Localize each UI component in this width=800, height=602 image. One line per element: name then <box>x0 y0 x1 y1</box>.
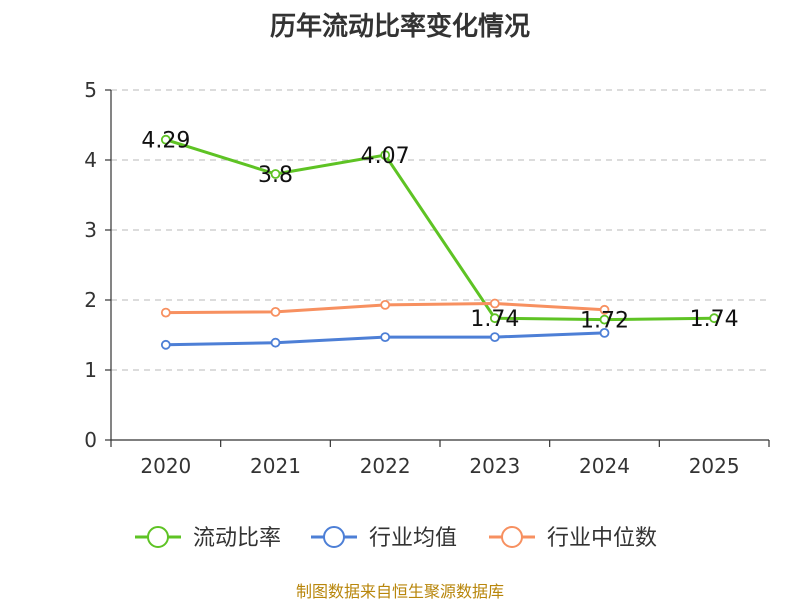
data-point <box>270 306 281 317</box>
data-point <box>709 313 720 324</box>
y-tick-label: 4 <box>84 148 97 172</box>
x-tick-label: 2024 <box>579 454 630 478</box>
chart-title: 历年流动比率变化情况 <box>269 12 530 42</box>
data-point <box>599 327 610 338</box>
series-lines <box>160 134 720 350</box>
data-point <box>160 134 171 145</box>
y-tick-label: 1 <box>84 358 97 382</box>
data-label: 4.29 <box>141 129 190 154</box>
legend: 流动比率 行业均值 行业中位数 <box>135 526 657 551</box>
data-point <box>489 298 500 309</box>
data-point <box>380 332 391 343</box>
data-label: 3.8 <box>258 163 293 188</box>
grid-lines <box>111 89 769 371</box>
x-tick-label: 2023 <box>469 454 520 478</box>
data-point <box>380 299 391 310</box>
data-label: 1.74 <box>690 307 739 332</box>
y-tick-label: 3 <box>84 218 97 242</box>
axes: 0 1 2 3 4 5 2020 2021 2022 2023 2024 2025 <box>84 78 770 478</box>
data-point <box>270 337 281 348</box>
source-note: 制图数据来自恒生聚源数据库 <box>295 582 504 601</box>
data-point <box>270 169 281 179</box>
x-tick-label: 2021 <box>250 454 301 478</box>
data-point <box>160 339 171 350</box>
x-tick-label: 2025 <box>689 454 740 478</box>
data-point <box>599 304 610 315</box>
data-label: 4.07 <box>361 144 410 169</box>
data-point <box>489 313 500 324</box>
legend-marker <box>323 526 345 548</box>
data-point <box>599 314 610 325</box>
legend-label: 行业均值 <box>369 526 457 551</box>
y-tick-label: 2 <box>84 288 97 312</box>
legend-marker <box>501 526 523 548</box>
legend-label: 行业中位数 <box>547 526 657 551</box>
y-tick-label: 0 <box>84 428 97 452</box>
data-point <box>489 332 500 343</box>
data-label: 1.74 <box>470 307 519 332</box>
y-tick-label: 5 <box>84 78 97 102</box>
series-line-0 <box>165 138 715 322</box>
data-label: 1.72 <box>580 309 629 334</box>
data-point <box>380 150 391 161</box>
legend-label: 流动比率 <box>193 526 281 551</box>
legend-marker <box>147 526 169 548</box>
x-tick-label: 2022 <box>360 454 411 478</box>
data-labels: 4.29 3.8 4.07 1.74 1.72 1.74 <box>141 129 738 334</box>
x-tick-label: 2020 <box>140 454 191 478</box>
data-point <box>160 307 171 318</box>
